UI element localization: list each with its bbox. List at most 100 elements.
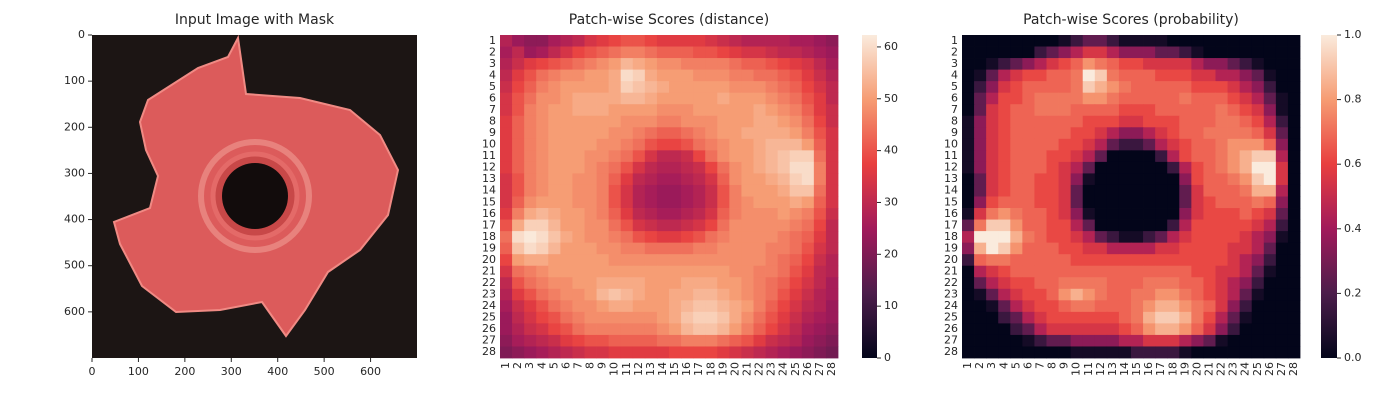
heatmap-cell xyxy=(777,311,791,324)
heatmap-cell xyxy=(998,242,1011,255)
heatmap-cell xyxy=(560,231,573,244)
heatmap-cell xyxy=(1094,69,1108,82)
heatmap-cell xyxy=(986,46,999,59)
heatmap-cell xyxy=(548,265,561,278)
heatmap-cell xyxy=(548,127,561,140)
heatmap-cell xyxy=(1287,219,1301,232)
heatmap-cell xyxy=(1275,58,1289,71)
heatmap-cell xyxy=(998,115,1011,128)
heatmap-cell xyxy=(705,138,718,151)
x-tick-label: 11 xyxy=(1082,362,1095,376)
heatmap-cell xyxy=(974,115,987,128)
heatmap-cell xyxy=(1106,58,1120,71)
heatmap-cell xyxy=(500,35,513,47)
heatmap-cell xyxy=(1203,35,1216,47)
heatmap-cell xyxy=(500,300,513,313)
heatmap-cell xyxy=(536,219,549,232)
heatmap-cell xyxy=(1203,104,1216,117)
heatmap-cell xyxy=(1287,346,1301,359)
heatmap-cell xyxy=(1082,173,1096,186)
heatmap-cell xyxy=(572,242,585,255)
heatmap-cell xyxy=(572,35,585,47)
heatmap-cell xyxy=(1167,138,1180,151)
heatmap-cell xyxy=(1179,127,1192,140)
heatmap-cell xyxy=(644,173,658,186)
heatmap-cell xyxy=(1070,219,1084,232)
heatmap-cell xyxy=(1251,81,1265,94)
heatmap-cell xyxy=(1215,104,1228,117)
heatmap-cell xyxy=(1046,92,1059,105)
y-tick-label: 19 xyxy=(482,241,496,254)
heatmap-cell xyxy=(741,150,754,163)
heatmap-cell xyxy=(789,150,803,163)
heatmap-cell xyxy=(1143,196,1156,209)
heatmap-cell xyxy=(1082,254,1096,267)
heatmap-cell xyxy=(548,104,561,117)
heatmap-cell xyxy=(1010,323,1023,336)
heatmap-cell xyxy=(974,184,987,197)
heatmap-cell xyxy=(1010,46,1023,59)
heatmap-cell xyxy=(1082,231,1096,244)
y-tick-label: 16 xyxy=(944,207,958,220)
y-tick-label: 3 xyxy=(951,57,958,70)
heatmap-cell xyxy=(681,196,694,209)
heatmap-cell xyxy=(524,300,537,313)
heatmap-cell xyxy=(1106,184,1120,197)
heatmap-cell xyxy=(681,173,694,186)
heatmap-cell xyxy=(962,311,975,324)
heatmap-cell xyxy=(986,81,999,94)
heatmap-cell xyxy=(1227,300,1241,313)
heatmap-cell xyxy=(1275,196,1289,209)
heatmap-cell xyxy=(765,127,779,140)
heatmap-cell xyxy=(620,92,634,105)
heatmap-cell xyxy=(681,161,694,174)
heatmap-cell xyxy=(1118,115,1132,128)
heatmap-cell xyxy=(1131,196,1144,209)
heatmap-cell xyxy=(1275,277,1289,290)
heatmap-cell xyxy=(572,173,585,186)
heatmap-cell xyxy=(765,35,779,47)
y-tick-label: 25 xyxy=(944,311,958,324)
heatmap-cell xyxy=(1131,242,1144,255)
heatmap-cell xyxy=(548,311,561,324)
heatmap-cell xyxy=(1010,311,1023,324)
heatmap-cell xyxy=(644,35,658,47)
heatmap-cell xyxy=(669,58,682,71)
heatmap-cell xyxy=(974,254,987,267)
heatmap-cell xyxy=(1094,219,1108,232)
heatmap-cell xyxy=(765,208,779,220)
x-tick-label: 7 xyxy=(1033,362,1046,369)
heatmap-cell xyxy=(825,208,839,220)
heatmap-cell xyxy=(974,104,987,117)
heatmap-cell xyxy=(693,346,706,359)
heatmap-cell xyxy=(1070,115,1084,128)
heatmap-cell xyxy=(632,69,646,82)
heatmap-cell xyxy=(741,46,754,59)
heatmap-cell xyxy=(620,81,634,94)
heatmap-cell xyxy=(1275,115,1289,128)
heatmap-cell xyxy=(729,196,742,209)
heatmap-cell xyxy=(1131,208,1144,220)
heatmap-cell xyxy=(1094,242,1108,255)
x-tick-label: 100 xyxy=(128,365,149,378)
heatmap-cell xyxy=(584,300,597,313)
heatmap-cell xyxy=(1094,300,1108,313)
heatmap-cell xyxy=(536,35,549,47)
heatmap-cell xyxy=(693,300,706,313)
heatmap-cell xyxy=(825,242,839,255)
heatmap-cell xyxy=(656,127,670,140)
heatmap-cell xyxy=(1143,46,1156,59)
heatmap-cell xyxy=(632,81,646,94)
heatmap-cell xyxy=(1131,81,1144,94)
heatmap-cell xyxy=(1203,46,1216,59)
heatmap-cell xyxy=(1155,58,1168,71)
heatmap-cell xyxy=(1203,254,1216,267)
heatmap-cell xyxy=(524,81,537,94)
heatmap-cell xyxy=(608,208,622,220)
heatmap-cell xyxy=(620,208,634,220)
heatmap-cell xyxy=(986,138,999,151)
heatmap-cell xyxy=(1191,208,1204,220)
heatmap-cell xyxy=(753,173,766,186)
heatmap-cell xyxy=(681,92,694,105)
heatmap-cell xyxy=(693,150,706,163)
